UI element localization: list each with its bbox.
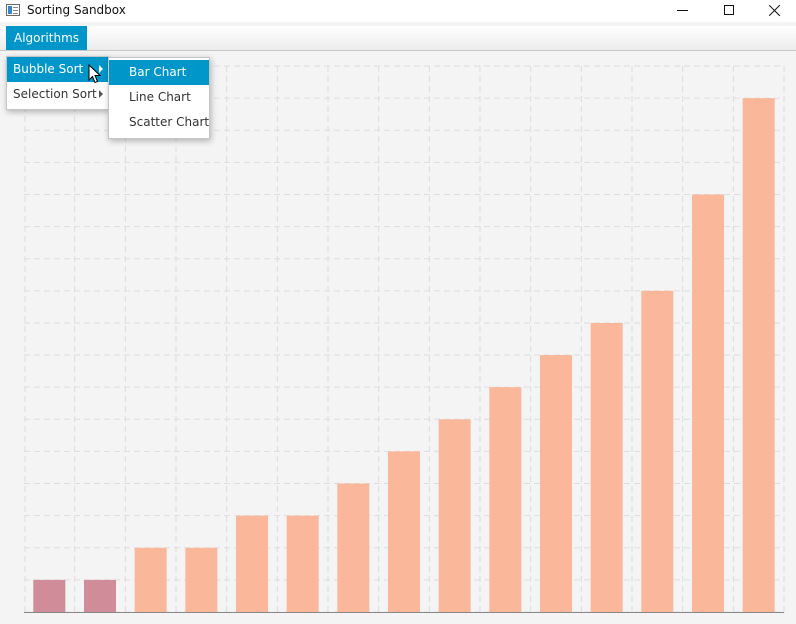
app-icon bbox=[6, 4, 20, 16]
menu-bar: Algorithms bbox=[0, 26, 796, 51]
minimize-icon bbox=[677, 10, 688, 11]
bubble-sort-submenu: Bar Chart Line Chart Scatter Chart bbox=[108, 57, 210, 139]
submenu-arrow-icon bbox=[99, 90, 103, 98]
close-icon bbox=[769, 4, 781, 16]
close-button[interactable] bbox=[752, 0, 796, 22]
maximize-button[interactable] bbox=[706, 0, 752, 22]
chart-bar bbox=[438, 419, 471, 612]
menu-item-bar-chart[interactable]: Bar Chart bbox=[109, 60, 209, 85]
menu-item-label: Scatter Chart bbox=[129, 115, 210, 129]
chart-bar bbox=[236, 515, 268, 612]
chart-bar bbox=[33, 579, 66, 612]
chart-bar bbox=[742, 98, 775, 612]
chart-bar bbox=[489, 387, 522, 612]
mouse-cursor-icon bbox=[88, 64, 102, 84]
chart-bar bbox=[590, 322, 623, 612]
bar-chart bbox=[24, 65, 785, 613]
chart-bar bbox=[337, 483, 370, 612]
menu-algorithms[interactable]: Algorithms bbox=[6, 26, 88, 50]
chart-bar bbox=[540, 355, 572, 612]
window-title: Sorting Sandbox bbox=[27, 3, 126, 17]
menu-item-label: Bar Chart bbox=[129, 65, 187, 79]
title-bar: Sorting Sandbox bbox=[0, 0, 796, 22]
menu-item-label: Bubble Sort bbox=[13, 62, 84, 76]
maximize-icon bbox=[724, 5, 734, 15]
menu-item-line-chart[interactable]: Line Chart bbox=[109, 85, 209, 110]
menu-item-scatter-chart[interactable]: Scatter Chart bbox=[109, 110, 209, 135]
chart-bar bbox=[286, 515, 319, 612]
chart-bar bbox=[692, 194, 724, 612]
menu-item-selection-sort[interactable]: Selection Sort bbox=[7, 82, 108, 107]
chart-bar bbox=[134, 547, 167, 612]
chart-bar bbox=[388, 451, 420, 612]
chart-bar bbox=[185, 547, 218, 612]
chart-bar bbox=[84, 579, 116, 612]
menu-item-label: Selection Sort bbox=[13, 87, 97, 101]
submenu-arrow-icon bbox=[99, 65, 103, 73]
menu-item-label: Line Chart bbox=[129, 90, 191, 104]
minimize-button[interactable] bbox=[660, 0, 706, 22]
chart-bar bbox=[641, 290, 674, 612]
